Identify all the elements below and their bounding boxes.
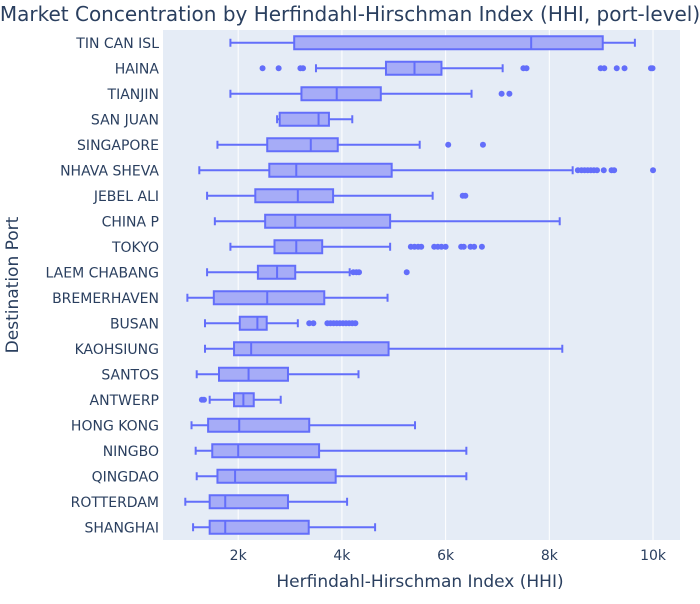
y-tick-label: NHAVA SHEVA [60, 163, 159, 179]
box-singapore [216, 137, 486, 153]
box-antwerp [198, 392, 282, 408]
box-nhava-sheva [198, 162, 657, 178]
y-tick-label: SHANGHAI [84, 520, 159, 536]
iqr-box [212, 290, 326, 306]
box-santos [195, 366, 360, 382]
iqr-box [207, 417, 311, 433]
iqr-box [208, 494, 289, 510]
chart-title: Market Concentration by Herfindahl-Hirsc… [0, 2, 700, 26]
iqr-box [300, 86, 382, 102]
outlier-point [649, 65, 656, 72]
box-bremerhaven [186, 290, 389, 306]
outlier-point [356, 269, 363, 276]
outlier-point [478, 243, 485, 250]
y-tick-label: CHINA P [102, 214, 159, 230]
y-tick-label: SINGAPORE [77, 138, 159, 154]
y-tick-label: ANTWERP [90, 393, 159, 409]
iqr-box [273, 239, 324, 255]
box-qingdao [195, 468, 468, 484]
box-busan [204, 315, 359, 331]
iqr-box [233, 341, 390, 357]
x-tick-label: 10k [640, 548, 667, 564]
y-tick-label: BREMERHAVEN [52, 291, 159, 307]
outlier-point [442, 243, 449, 250]
outlier-point [600, 167, 607, 174]
outlier-point [300, 65, 307, 72]
y-tick-label: HONG KONG [71, 418, 159, 434]
iqr-box [211, 443, 321, 459]
y-tick-label: KAOHSIUNG [75, 342, 159, 358]
y-tick-label: ROTTERDAM [71, 495, 159, 511]
box-tin-can-isl [229, 35, 636, 51]
outlier-point [471, 243, 478, 250]
iqr-box [264, 213, 392, 229]
outlier-point [460, 243, 467, 250]
outlier-point [621, 65, 628, 72]
outlier-point [438, 243, 445, 250]
x-tick-label: 6k [437, 548, 455, 564]
y-tick-label: QINGDAO [92, 469, 159, 485]
y-tick-label: TIANJIN [107, 87, 159, 103]
iqr-box [266, 137, 339, 153]
outlier-point [275, 65, 282, 72]
iqr-box [254, 188, 335, 204]
y-axis-title: Destination Port [3, 216, 23, 353]
outlier-point [462, 192, 469, 199]
box-hong-kong [190, 417, 417, 433]
iqr-box [278, 111, 330, 127]
box-shanghai [192, 519, 377, 535]
y-tick-label: NINGBO [103, 444, 159, 460]
outlier-point [594, 167, 601, 174]
y-tick-label: TOKYO [111, 240, 159, 256]
y-tick-label: HAINA [115, 61, 160, 77]
y-tick-label: TIN CAN ISL [75, 36, 159, 52]
outlier-point [418, 243, 425, 250]
y-tick-label: JEBEL ALI [93, 189, 159, 205]
y-tick-label: BUSAN [110, 316, 159, 332]
outlier-point [259, 65, 266, 72]
box-ningbo [194, 443, 468, 459]
plot-area [163, 30, 680, 540]
iqr-box [218, 366, 289, 382]
iqr-box [238, 315, 268, 331]
outlier-point [601, 65, 608, 72]
iqr-box [208, 519, 310, 535]
outlier-point [506, 90, 513, 97]
outlier-point [306, 320, 313, 327]
box-tianjin [229, 86, 513, 102]
outlier-point [479, 141, 486, 148]
outlier-point [611, 167, 618, 174]
box-china-p [213, 213, 561, 229]
box-laem-chabang [206, 264, 410, 280]
outlier-point [498, 90, 505, 97]
y-tick-label: SANTOS [101, 367, 159, 383]
x-tick-label: 4k [333, 548, 351, 564]
y-tick-label: LAEM CHABANG [46, 265, 159, 281]
box-kaohsiung [204, 341, 564, 357]
outlier-point [613, 65, 620, 72]
outlier-point [200, 396, 207, 403]
x-tick-label: 2k [230, 548, 248, 564]
box-san-juan [276, 111, 354, 127]
iqr-box [268, 162, 393, 178]
box-haina [259, 60, 656, 76]
y-tick-label: SAN JUAN [91, 112, 159, 128]
box-rotterdam [184, 494, 349, 510]
x-axis-title: Herfindahl-Hirschman Index (HHI) [276, 572, 563, 592]
iqr-box [216, 468, 337, 484]
x-tick-label: 8k [541, 548, 559, 564]
iqr-box [293, 35, 604, 51]
outlier-point [352, 320, 359, 327]
outlier-point [403, 269, 410, 276]
outlier-point [650, 167, 657, 174]
outlier-point [310, 320, 317, 327]
box-tokyo [229, 239, 485, 255]
box-jebel-ali [206, 188, 469, 204]
outlier-point [445, 141, 452, 148]
outlier-point [523, 65, 530, 72]
